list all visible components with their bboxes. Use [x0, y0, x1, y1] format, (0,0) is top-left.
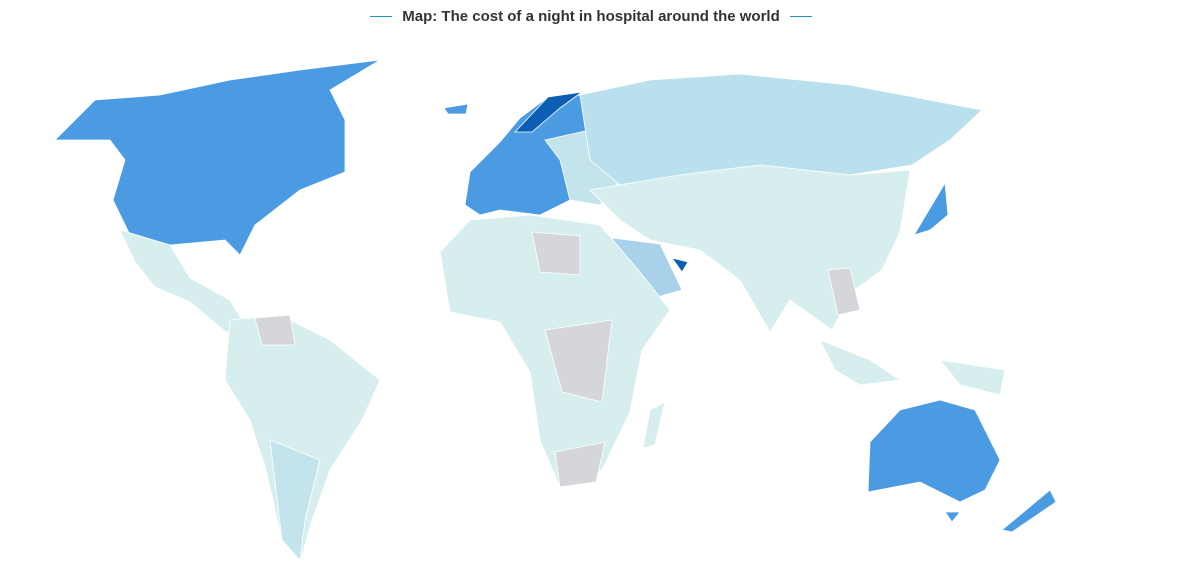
papua — [939, 359, 1006, 396]
venezuela — [254, 314, 296, 346]
indonesia — [819, 339, 902, 386]
uae — [671, 257, 689, 273]
title-row: Map: The cost of a night in hospital aro… — [0, 8, 1182, 25]
madagascar — [642, 401, 666, 449]
japan — [913, 181, 949, 236]
tasmania — [944, 511, 961, 523]
new-zealand — [1001, 489, 1057, 533]
map-title: Map: The cost of a night in hospital aro… — [402, 8, 780, 25]
title-rule — [370, 16, 393, 17]
argentina — [269, 439, 321, 561]
central-america — [119, 229, 249, 333]
north-america — [54, 59, 381, 256]
southeast-asia — [827, 267, 861, 316]
norway — [514, 91, 583, 133]
title-rule — [789, 16, 812, 17]
central-africa — [544, 319, 613, 403]
libya — [531, 231, 581, 276]
iceland — [443, 103, 469, 115]
southern-africa — [554, 441, 606, 488]
south-america — [224, 314, 381, 563]
australia — [867, 399, 1001, 503]
